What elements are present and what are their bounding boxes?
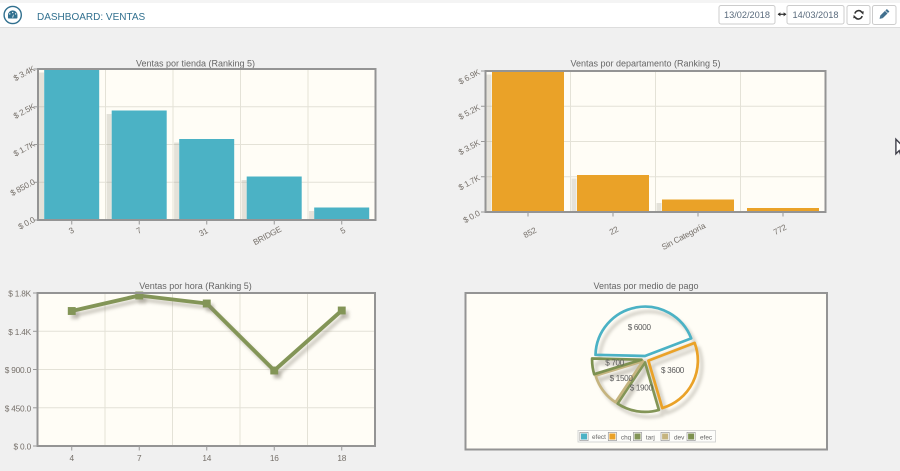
- svg-text:$ 700: $ 700: [605, 358, 625, 367]
- svg-text:3: 3: [67, 225, 76, 236]
- svg-text:Ventas por medio de pago: Ventas por medio de pago: [593, 281, 698, 291]
- svg-text:7: 7: [134, 225, 143, 236]
- svg-text:$ 6000: $ 6000: [628, 323, 652, 332]
- svg-text:efect: efect: [592, 434, 606, 441]
- svg-text:chq: chq: [621, 435, 632, 442]
- svg-text:tarj: tarj: [646, 435, 655, 442]
- svg-text:14: 14: [202, 453, 211, 463]
- svg-text:$ 3600: $ 3600: [661, 366, 685, 375]
- svg-text:16: 16: [270, 453, 279, 463]
- svg-text:dev: dev: [674, 435, 685, 442]
- svg-text:5: 5: [338, 225, 347, 236]
- svg-text:Ventas por tienda (Ranking 5): Ventas por tienda (Ranking 5): [136, 59, 255, 69]
- svg-text:$ 0.0: $ 0.0: [14, 442, 32, 452]
- svg-text:Ventas por departamento (Ranki: Ventas por departamento (Ranking 5): [570, 59, 720, 69]
- svg-text:efec: efec: [700, 435, 713, 442]
- svg-text:$ 1900: $ 1900: [630, 384, 654, 393]
- svg-text:4: 4: [70, 453, 75, 463]
- svg-text:13/02/2018: 13/02/2018: [724, 10, 770, 20]
- svg-text:$ 900.0: $ 900.0: [5, 365, 32, 375]
- svg-text:$ 1500: $ 1500: [610, 374, 634, 383]
- svg-text:7: 7: [137, 453, 142, 463]
- svg-text:Ventas por hora (Ranking 5): Ventas por hora (Ranking 5): [139, 281, 252, 291]
- svg-text:DASHBOARD: VENTAS: DASHBOARD: VENTAS: [37, 12, 145, 23]
- svg-text:$ 1.8K: $ 1.8K: [8, 289, 31, 299]
- svg-text:$ 450.0: $ 450.0: [5, 403, 32, 413]
- svg-text:18: 18: [337, 453, 346, 463]
- svg-text:14/03/2018: 14/03/2018: [793, 10, 839, 20]
- svg-text:$ 1.4K: $ 1.4K: [8, 327, 31, 337]
